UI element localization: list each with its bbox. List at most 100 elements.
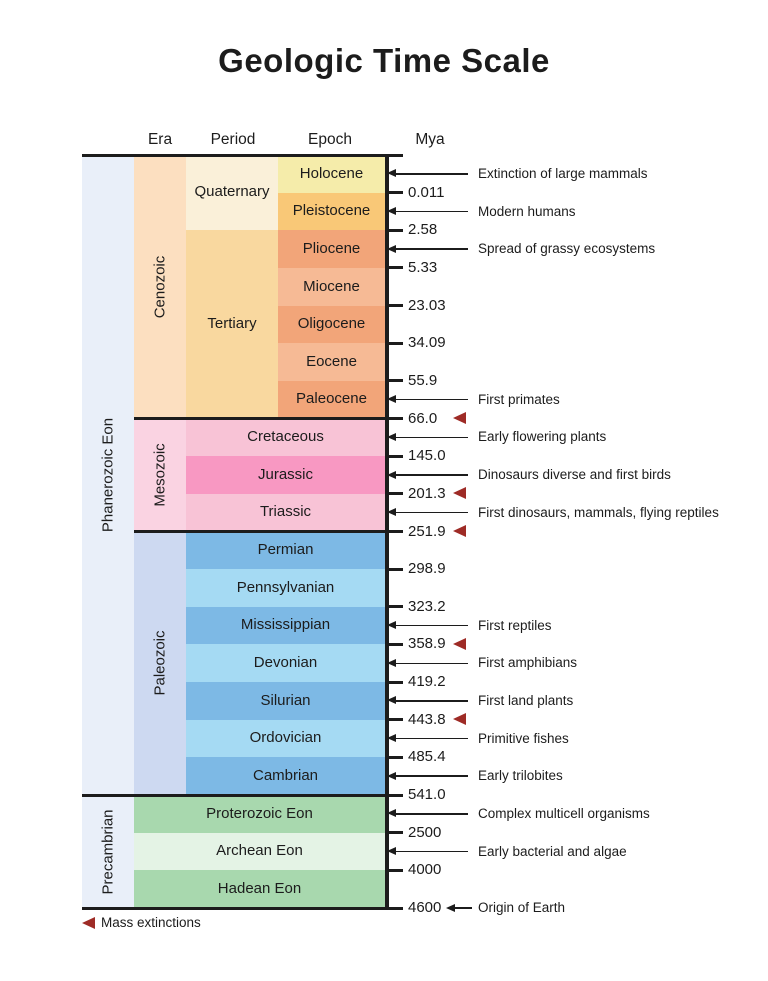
- time-scale-diagram: Phanerozoic Eon Precambrian Cenozoic Mes…: [82, 153, 768, 916]
- left-arrow-icon: [387, 696, 396, 705]
- period-cell-mississippian: Mississippian: [186, 606, 385, 645]
- annotation-label: Extinction of large mammals: [478, 165, 648, 181]
- mya-label: 34.09: [408, 334, 446, 352]
- left-arrow-icon: [387, 658, 396, 667]
- mya-label: 2.58: [408, 221, 438, 239]
- phanerozoic-precambrian-divider-line: [82, 793, 389, 797]
- column-header-era: Era: [147, 131, 173, 148]
- page-title: Geologic Time Scale: [218, 42, 550, 79]
- arrow-line: [395, 210, 468, 213]
- tick: [389, 341, 403, 345]
- left-arrow-icon: [387, 169, 396, 178]
- arrow-line: [395, 436, 468, 439]
- mass-extinction-marker-icon: [453, 637, 466, 650]
- mya-label: 358.9: [408, 635, 446, 653]
- column-header-period: Period: [210, 131, 256, 148]
- mya-label: 298.9: [408, 560, 446, 578]
- tick: [389, 868, 403, 872]
- mya-label: 4600: [408, 899, 442, 916]
- left-arrow-icon: [387, 432, 396, 441]
- arrow-line: [395, 511, 468, 514]
- arrow-line: [395, 474, 468, 476]
- tick: [389, 492, 403, 496]
- arrow-line: [395, 398, 468, 401]
- mass-extinction-legend-icon: [82, 917, 95, 929]
- era-cell-cenozoic: [134, 155, 186, 419]
- period-cell-pennsylvanian: Pennsylvanian: [186, 569, 385, 607]
- table-bottom-border: [82, 906, 403, 910]
- tick: [389, 454, 403, 458]
- mya-label: 145.0: [408, 447, 446, 465]
- mya-label: 23.03: [408, 296, 446, 314]
- tick: [389, 680, 403, 684]
- mesozoic-paleozoic-divider-line: [134, 530, 389, 533]
- left-arrow-icon: [387, 508, 396, 517]
- eon-cell-hadean: Hadean Eon: [134, 870, 385, 908]
- left-arrow-icon: [387, 207, 396, 215]
- tick: [389, 906, 403, 910]
- mya-label: 4000: [408, 861, 442, 879]
- mass-extinction-marker-icon: [453, 412, 466, 425]
- left-arrow-icon: [387, 470, 396, 479]
- period-cell-tertiary: Tertiary: [186, 230, 278, 419]
- annotation-label: Primitive fishes: [478, 730, 569, 746]
- mya-label: 443.8: [408, 710, 446, 728]
- annotation-label: First primates: [478, 391, 560, 407]
- eon-cell-precambrian: [82, 795, 134, 908]
- arrow-line: [395, 248, 468, 250]
- mya-label: 0.011: [408, 183, 445, 201]
- left-arrow-icon: [387, 847, 396, 855]
- annotation-label: First reptiles: [478, 617, 552, 633]
- mass-extinction-marker-icon: [453, 525, 466, 537]
- tick: [389, 379, 403, 383]
- era-cell-mesozoic: [134, 418, 186, 532]
- period-cell-devonian: Devonian: [186, 644, 385, 683]
- tick: [389, 793, 403, 797]
- eon-label-phanerozoic: Phanerozoic Eon: [99, 417, 117, 533]
- annotation-label: First amphibians: [478, 655, 578, 671]
- arrow-line: [395, 173, 468, 175]
- period-cell-cambrian: Cambrian: [186, 757, 385, 796]
- left-arrow-icon: [387, 734, 396, 743]
- period-cell-cretaceous: Cretaceous: [186, 418, 385, 457]
- tick: [389, 530, 403, 533]
- epoch-cell-paleocene: Paleocene: [278, 380, 385, 419]
- left-arrow-icon: [387, 244, 396, 253]
- period-cell-jurassic: Jurassic: [186, 456, 385, 494]
- tick: [389, 831, 403, 835]
- table-top-border: [82, 153, 403, 157]
- period-cell-triassic: Triassic: [186, 493, 385, 532]
- tick: [389, 228, 403, 232]
- epoch-cell-eocene: Eocene: [278, 343, 385, 381]
- annotation-label: Modern humans: [478, 203, 576, 219]
- annotation-label: Early bacterial and algae: [478, 843, 627, 859]
- epoch-cell-pliocene: Pliocene: [278, 230, 385, 268]
- tick: [389, 266, 403, 270]
- mass-extinctions-legend: Mass extinctions: [82, 914, 201, 932]
- era-label-paleozoic: Paleozoic: [151, 630, 169, 696]
- mya-label: 55.9: [408, 371, 438, 389]
- arrow-line: [395, 737, 468, 740]
- tick: [389, 718, 403, 722]
- eon-cell-archean: Archean Eon: [134, 832, 385, 871]
- tick: [389, 605, 403, 609]
- tick: [389, 567, 403, 571]
- arrow-line: [395, 850, 468, 853]
- column-header-epoch: Epoch: [308, 131, 352, 148]
- epoch-cell-holocene: Holocene: [278, 155, 385, 193]
- tick: [389, 417, 403, 421]
- left-arrow-icon: [387, 395, 396, 404]
- column-header-mya: Mya: [415, 131, 445, 148]
- mya-label: 251.9: [408, 522, 446, 540]
- left-arrow-icon: [387, 771, 396, 780]
- eon-cell-proterozoic: Proterozoic Eon: [134, 795, 385, 833]
- mya-label: 66.0: [408, 409, 438, 427]
- mya-label: 323.2: [408, 597, 446, 615]
- tick: [389, 642, 403, 646]
- eon-cell-phanerozoic: [82, 155, 134, 796]
- mya-label: 201.3: [408, 484, 446, 502]
- epoch-cell-oligocene: Oligocene: [278, 305, 385, 344]
- era-label-mesozoic: Mesozoic: [151, 443, 169, 507]
- mya-label: 541.0: [408, 786, 446, 804]
- tick: [389, 304, 403, 308]
